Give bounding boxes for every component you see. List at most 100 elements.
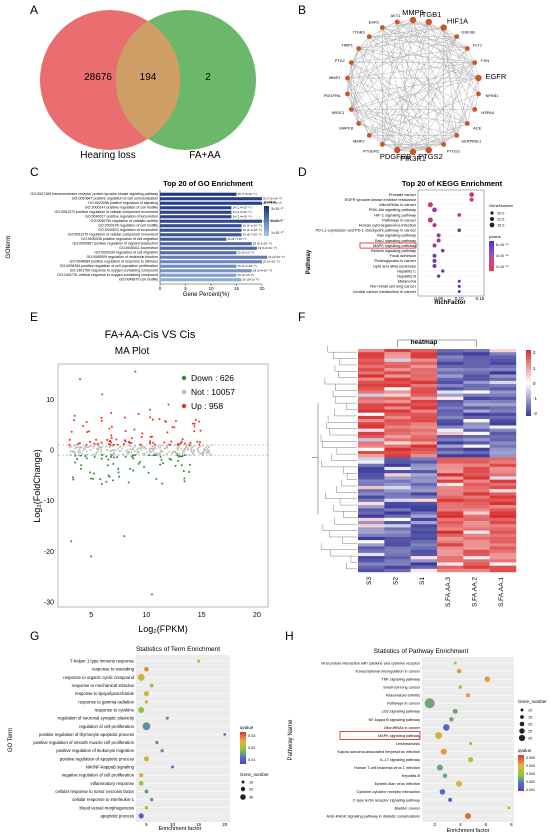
heatmap-cell (437, 511, 464, 515)
venn-overlap-count: 194 (140, 72, 157, 83)
kegg-legend-gene-dot-3 (489, 222, 495, 228)
heatmap-cell (384, 543, 411, 547)
dendrogram-branch (335, 396, 357, 404)
heatmap-cell (463, 524, 490, 528)
heatmap-cell (384, 470, 411, 474)
ma-point-not (126, 451, 129, 454)
kegg-dot (427, 217, 433, 223)
dendrogram-branch (327, 415, 357, 423)
kegg-x-tick-label: 0.15 (475, 296, 484, 301)
heatmap-cell (384, 514, 411, 519)
ma-point-down (188, 471, 191, 474)
term-dot (144, 700, 149, 704)
heatmap-cell (358, 428, 385, 433)
ma-point-not (201, 452, 204, 455)
pathway-legend: Gene_number 10 15 20 25 30 qvalue 0.005 … (518, 699, 547, 792)
heatmap-cell (410, 559, 438, 563)
heatmap-cell (358, 536, 385, 541)
kegg-dot (469, 197, 474, 202)
network-node (356, 46, 362, 51)
heatmap-cell (410, 457, 438, 461)
heatmap-cell (489, 428, 517, 433)
heatmap-cell (384, 396, 411, 401)
term-category-label: apoptotic process (100, 813, 134, 818)
term-chart-xlabel: Enrichment factor (158, 826, 201, 832)
heatmap-cell (384, 533, 411, 538)
heatmap-cell (384, 508, 411, 512)
ma-point-not (165, 444, 168, 447)
kegg-legend-p-title: pvalue (489, 234, 502, 239)
pathway-dot (452, 708, 458, 714)
heatmap-cell (358, 543, 385, 547)
heatmap-cell (410, 380, 438, 385)
go-chart-title: Top 20 of GO Enrichment (163, 179, 253, 188)
heatmap-cell (437, 508, 464, 512)
term-dot (171, 765, 174, 769)
heatmap-cell (410, 489, 438, 493)
heatmap-cell (410, 412, 438, 417)
heatmap-cell (437, 530, 464, 534)
panel-g: G Statistics of Term Enrichment GO Term … (8, 629, 269, 832)
heatmap-cell (358, 559, 385, 563)
ma-point-not (203, 448, 206, 450)
ma-point-not (158, 452, 161, 455)
heatmap-cell (463, 536, 490, 541)
ma-y-tick-label: -20 (44, 549, 54, 556)
ma-point-up (110, 434, 113, 437)
term-chart-ylabel: GO Term (8, 728, 14, 752)
heatmap-cell (410, 399, 438, 404)
heatmap-cell (384, 495, 411, 499)
ma-point-up (193, 422, 196, 425)
network-edge (351, 62, 398, 151)
ma-point-not (131, 448, 134, 451)
ma-point-not (178, 445, 181, 448)
heatmap-cell (463, 556, 490, 560)
go-category-label: GO:0048870 cell motility (119, 278, 158, 282)
heatmap-cell (489, 479, 517, 483)
network-edge (351, 109, 359, 124)
ma-point-not (122, 444, 125, 447)
network-edge (382, 21, 398, 145)
network-node-label: PTGER2 (363, 149, 380, 154)
heatmap-cell (410, 533, 438, 538)
term-dot (197, 659, 201, 663)
go-bar-label: 15 (7.5×10⁻¹⁶) (238, 192, 257, 196)
venn-left-label: Hearing loss (80, 150, 136, 161)
heatmap-cell (463, 473, 490, 477)
ma-point-not (178, 453, 181, 455)
heatmap-cell (384, 364, 411, 369)
heatmap-cell (384, 380, 411, 385)
network-edge (474, 93, 479, 110)
ma-point-not (136, 448, 139, 451)
go-legend-tick-1: 3×10⁻¹⁷ (271, 207, 284, 211)
ma-point-up (177, 443, 180, 446)
heatmap-cell (463, 349, 490, 353)
dendrogram-branch (324, 377, 357, 385)
ma-point-not (117, 447, 120, 450)
network-node (472, 107, 478, 112)
ma-point-down (110, 454, 113, 457)
heatmap-cell (410, 521, 438, 525)
ma-point-down (100, 482, 103, 485)
ma-point-down (159, 456, 162, 459)
network-edge (412, 123, 468, 153)
heatmap-cell (384, 371, 411, 375)
heatmap-cell (410, 387, 438, 391)
heatmap-cell (437, 361, 464, 366)
pathway-category-label: Leishmaniasis (396, 742, 420, 746)
go-bar (160, 246, 257, 250)
ma-point-not (151, 454, 153, 457)
venn-right-count: 2 (205, 72, 211, 83)
ma-xlabel: Log₂(FPKM) (138, 624, 188, 634)
go-bar (160, 233, 242, 237)
heatmap-cell (358, 441, 385, 445)
heatmap-cell (358, 476, 385, 480)
pathway-category-label: NF-kappa B signaling pathway (369, 718, 421, 722)
heatmap-cell (410, 501, 438, 506)
kegg-category-label: EGFR tyrosine kinase inhibitor resistanc… (345, 197, 416, 202)
ma-point-not (98, 444, 101, 447)
heatmap-cell (489, 470, 517, 474)
heatmap-cell (358, 460, 385, 464)
heatmap-column-labels: S3 S2 S1 S.FA.AA.3 S.FA.AA.2 S.FA.AA.1 (366, 577, 505, 607)
ma-point-up (68, 443, 71, 446)
